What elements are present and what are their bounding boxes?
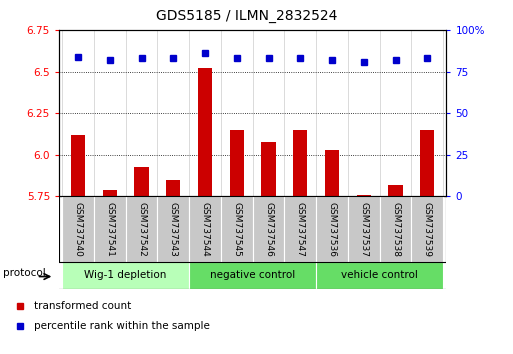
Text: negative control: negative control <box>210 270 295 280</box>
Bar <box>134 166 149 196</box>
Bar <box>126 196 157 262</box>
Text: GSM737537: GSM737537 <box>359 202 368 257</box>
Bar <box>62 196 94 262</box>
Bar <box>221 196 253 262</box>
Text: GSM737539: GSM737539 <box>423 202 432 257</box>
Text: GSM737540: GSM737540 <box>73 202 83 257</box>
Text: GSM737546: GSM737546 <box>264 202 273 257</box>
Bar <box>230 130 244 196</box>
Bar <box>103 190 117 196</box>
Bar <box>357 195 371 196</box>
Bar <box>71 135 85 196</box>
Bar <box>253 196 284 262</box>
Text: vehicle control: vehicle control <box>341 270 418 280</box>
Bar <box>284 196 316 262</box>
Bar <box>62 262 189 289</box>
Bar <box>189 196 221 262</box>
Bar <box>316 262 443 289</box>
Text: protocol: protocol <box>3 268 46 278</box>
Bar <box>325 150 339 196</box>
Text: GSM737538: GSM737538 <box>391 202 400 257</box>
Bar <box>198 68 212 196</box>
Bar <box>411 196 443 262</box>
Text: GSM737536: GSM737536 <box>327 202 337 257</box>
Text: GSM737544: GSM737544 <box>201 202 209 257</box>
Text: transformed count: transformed count <box>34 301 131 311</box>
Bar <box>189 262 316 289</box>
Text: percentile rank within the sample: percentile rank within the sample <box>34 321 209 331</box>
Text: GSM737542: GSM737542 <box>137 202 146 257</box>
Bar <box>420 130 435 196</box>
Bar <box>166 180 181 196</box>
Text: GSM737545: GSM737545 <box>232 202 241 257</box>
Bar <box>293 130 307 196</box>
Bar <box>380 196 411 262</box>
Bar <box>94 196 126 262</box>
Text: GSM737541: GSM737541 <box>105 202 114 257</box>
Bar <box>316 196 348 262</box>
Bar <box>348 196 380 262</box>
Bar <box>157 196 189 262</box>
Bar <box>262 142 275 196</box>
Bar <box>388 185 403 196</box>
Text: GDS5185 / ILMN_2832524: GDS5185 / ILMN_2832524 <box>155 9 337 23</box>
Text: GSM737543: GSM737543 <box>169 202 178 257</box>
Text: Wig-1 depletion: Wig-1 depletion <box>85 270 167 280</box>
Text: GSM737547: GSM737547 <box>296 202 305 257</box>
